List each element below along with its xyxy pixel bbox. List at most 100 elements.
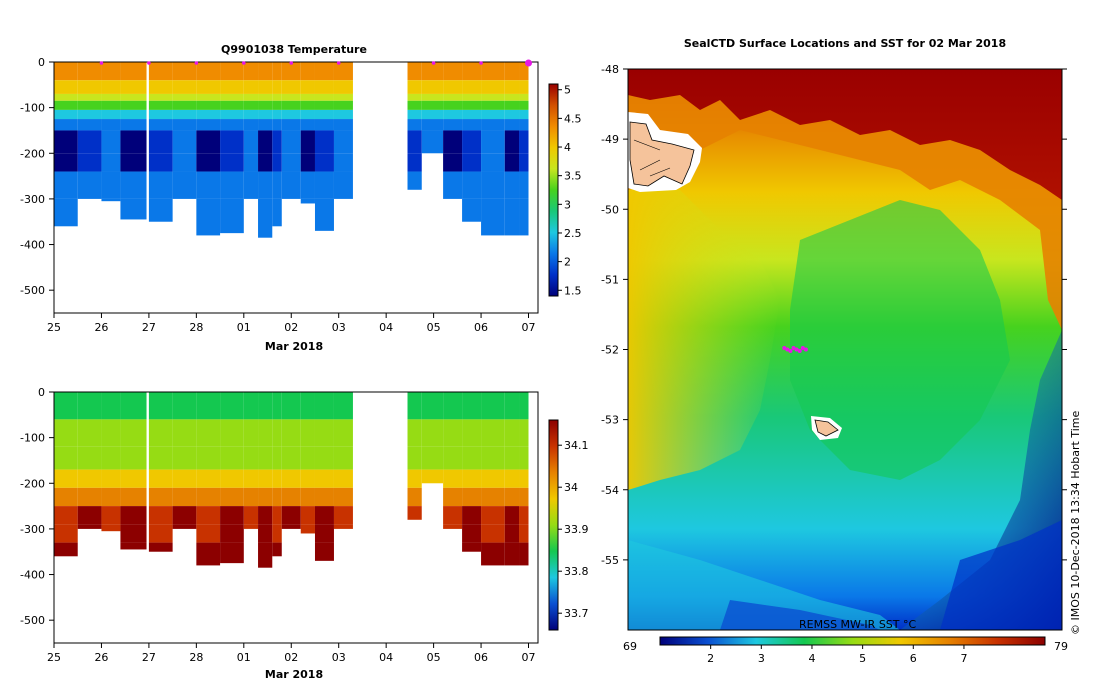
temperature-cell — [462, 153, 482, 172]
sst-celsius-label: 3 — [758, 652, 765, 665]
salinity-cell — [462, 524, 482, 543]
temperature-cell — [148, 130, 173, 154]
temperature-cell — [481, 93, 505, 101]
salinity-cell — [443, 524, 463, 529]
y-tick-label: 0 — [38, 56, 45, 69]
salinity-cell — [101, 446, 121, 470]
x-tick-label: 05 — [427, 651, 441, 664]
temperature-cell — [281, 109, 301, 120]
salinity-cell — [120, 469, 147, 488]
temperature-cell — [77, 109, 102, 120]
sst-map-panel: SealCTD Surface Locations and SST for 02… — [601, 37, 1082, 665]
profile-marker — [431, 61, 436, 65]
temperature-cell — [300, 93, 315, 101]
temperature-cell — [443, 130, 463, 154]
salinity-cell — [196, 446, 221, 470]
temperature-cell — [77, 153, 102, 172]
salinity-cell — [220, 419, 244, 447]
salinity-cell — [281, 487, 301, 507]
salinity-cell — [481, 487, 505, 507]
salinity-cell — [314, 392, 334, 420]
temperature-cell — [148, 153, 173, 172]
temperature-cell — [77, 62, 102, 81]
temperature-cell — [196, 109, 221, 120]
salinity-plot-frame — [53, 391, 539, 644]
temperature-cell — [54, 93, 78, 101]
sst-product-label: REMSS MW-IR SST °C — [799, 618, 917, 631]
salinity-cell — [481, 542, 505, 566]
x-tick-label: 25 — [47, 651, 61, 664]
salinity-cell — [148, 524, 173, 543]
salinity-cell — [196, 469, 221, 488]
salinity-cell — [120, 446, 147, 470]
salinity-cell — [519, 524, 529, 543]
colorbar-tick-label: 33.7 — [564, 607, 589, 620]
x-tick-label: 07 — [522, 321, 536, 334]
imos-credit: © IMOS 10-Dec-2018 13:34 Hobart Time — [1069, 411, 1082, 635]
salinity-cell — [333, 419, 353, 447]
salinity-cell — [54, 487, 78, 507]
salinity-cell — [148, 419, 173, 447]
temperature-cell — [220, 119, 244, 131]
temperature-cell — [504, 198, 520, 236]
salinity-colorbar-ticks: 33.7 33.8 33.9 34 34.1 — [558, 439, 589, 620]
temperature-plot-frame — [53, 61, 539, 314]
temperature-cell — [281, 80, 301, 94]
temperature-xlabel: Mar 2018 — [265, 340, 323, 353]
temperature-cell — [462, 109, 482, 120]
temperature-cell — [333, 80, 353, 94]
salinity-cell — [243, 469, 259, 488]
salinity-cell — [443, 419, 463, 447]
temperature-cell — [443, 153, 463, 172]
salinity-cell — [421, 392, 444, 420]
temperature-cell — [148, 62, 173, 81]
temperature-cell — [504, 109, 520, 120]
sst-celsius-label: 4 — [808, 652, 815, 665]
seal-location-point — [797, 349, 802, 353]
temperature-cell — [148, 119, 173, 131]
salinity-cell — [462, 506, 482, 525]
temperature-cell — [258, 171, 273, 199]
temperature-cell — [220, 198, 244, 234]
land-heard-island — [811, 416, 842, 440]
temperature-cell — [148, 100, 173, 110]
temperature-cell — [504, 171, 520, 199]
temperature-cell — [77, 119, 102, 131]
temperature-cell — [196, 119, 221, 131]
temperature-cell — [258, 109, 273, 120]
temperature-cell — [462, 62, 482, 81]
temperature-cell — [407, 80, 422, 94]
x-tick-label: 07 — [522, 651, 536, 664]
temperature-cell — [481, 153, 505, 172]
salinity-cell — [120, 542, 147, 550]
y-tick-label: -100 — [20, 102, 45, 115]
salinity-cell — [258, 419, 273, 447]
colorbar-tick-label: 2 — [564, 256, 571, 269]
sst-map-latitude-axis: -48 -49 -50 -51 -52 -53 -54 -55 — [601, 63, 1067, 567]
x-tick-label: 02 — [284, 651, 298, 664]
x-tick-label: 26 — [94, 651, 108, 664]
temperature-cell — [243, 62, 259, 81]
x-tick-label: 04 — [379, 321, 393, 334]
seal-location-point — [785, 347, 790, 352]
salinity-cell — [148, 506, 173, 525]
salinity-cell — [243, 419, 259, 447]
profile-marker — [194, 61, 199, 65]
y-tick-label: -400 — [20, 569, 45, 582]
salinity-cell — [504, 487, 520, 507]
salinity-cell — [407, 506, 422, 520]
salinity-y-axis: 0 -100 -200 -300 -400 -500 — [20, 386, 54, 627]
seal-location-point — [800, 346, 805, 350]
temperature-cell — [407, 130, 422, 154]
salinity-cell — [333, 487, 353, 507]
temperature-cell — [462, 198, 482, 222]
temperature-cell — [333, 171, 353, 199]
temperature-cell — [281, 130, 301, 154]
salinity-xlabel: Mar 2018 — [265, 668, 323, 681]
salinity-cell — [258, 392, 273, 420]
salinity-cell — [148, 542, 173, 552]
salinity-cell — [272, 506, 282, 525]
temperature-cell — [462, 93, 482, 101]
salinity-cell — [196, 542, 221, 566]
salinity-cell — [407, 469, 422, 488]
